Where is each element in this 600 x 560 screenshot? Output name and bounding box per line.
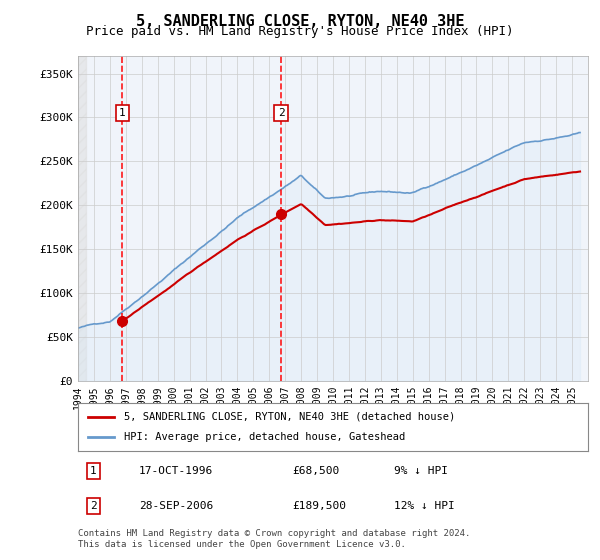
Text: 1: 1 [119, 108, 126, 118]
Text: £189,500: £189,500 [292, 501, 346, 511]
Text: 1: 1 [90, 466, 97, 476]
Text: Contains HM Land Registry data © Crown copyright and database right 2024.
This d: Contains HM Land Registry data © Crown c… [78, 529, 470, 549]
Text: 17-OCT-1996: 17-OCT-1996 [139, 466, 214, 476]
Text: 2: 2 [90, 501, 97, 511]
Text: Price paid vs. HM Land Registry's House Price Index (HPI): Price paid vs. HM Land Registry's House … [86, 25, 514, 38]
Bar [78, 56, 86, 381]
Text: 28-SEP-2006: 28-SEP-2006 [139, 501, 214, 511]
Text: 9% ↓ HPI: 9% ↓ HPI [394, 466, 448, 476]
Text: 2: 2 [278, 108, 284, 118]
Text: 5, SANDERLING CLOSE, RYTON, NE40 3HE: 5, SANDERLING CLOSE, RYTON, NE40 3HE [136, 14, 464, 29]
Text: £68,500: £68,500 [292, 466, 340, 476]
Text: HPI: Average price, detached house, Gateshead: HPI: Average price, detached house, Gate… [124, 432, 405, 442]
Text: 5, SANDERLING CLOSE, RYTON, NE40 3HE (detached house): 5, SANDERLING CLOSE, RYTON, NE40 3HE (de… [124, 412, 455, 422]
Text: 12% ↓ HPI: 12% ↓ HPI [394, 501, 455, 511]
